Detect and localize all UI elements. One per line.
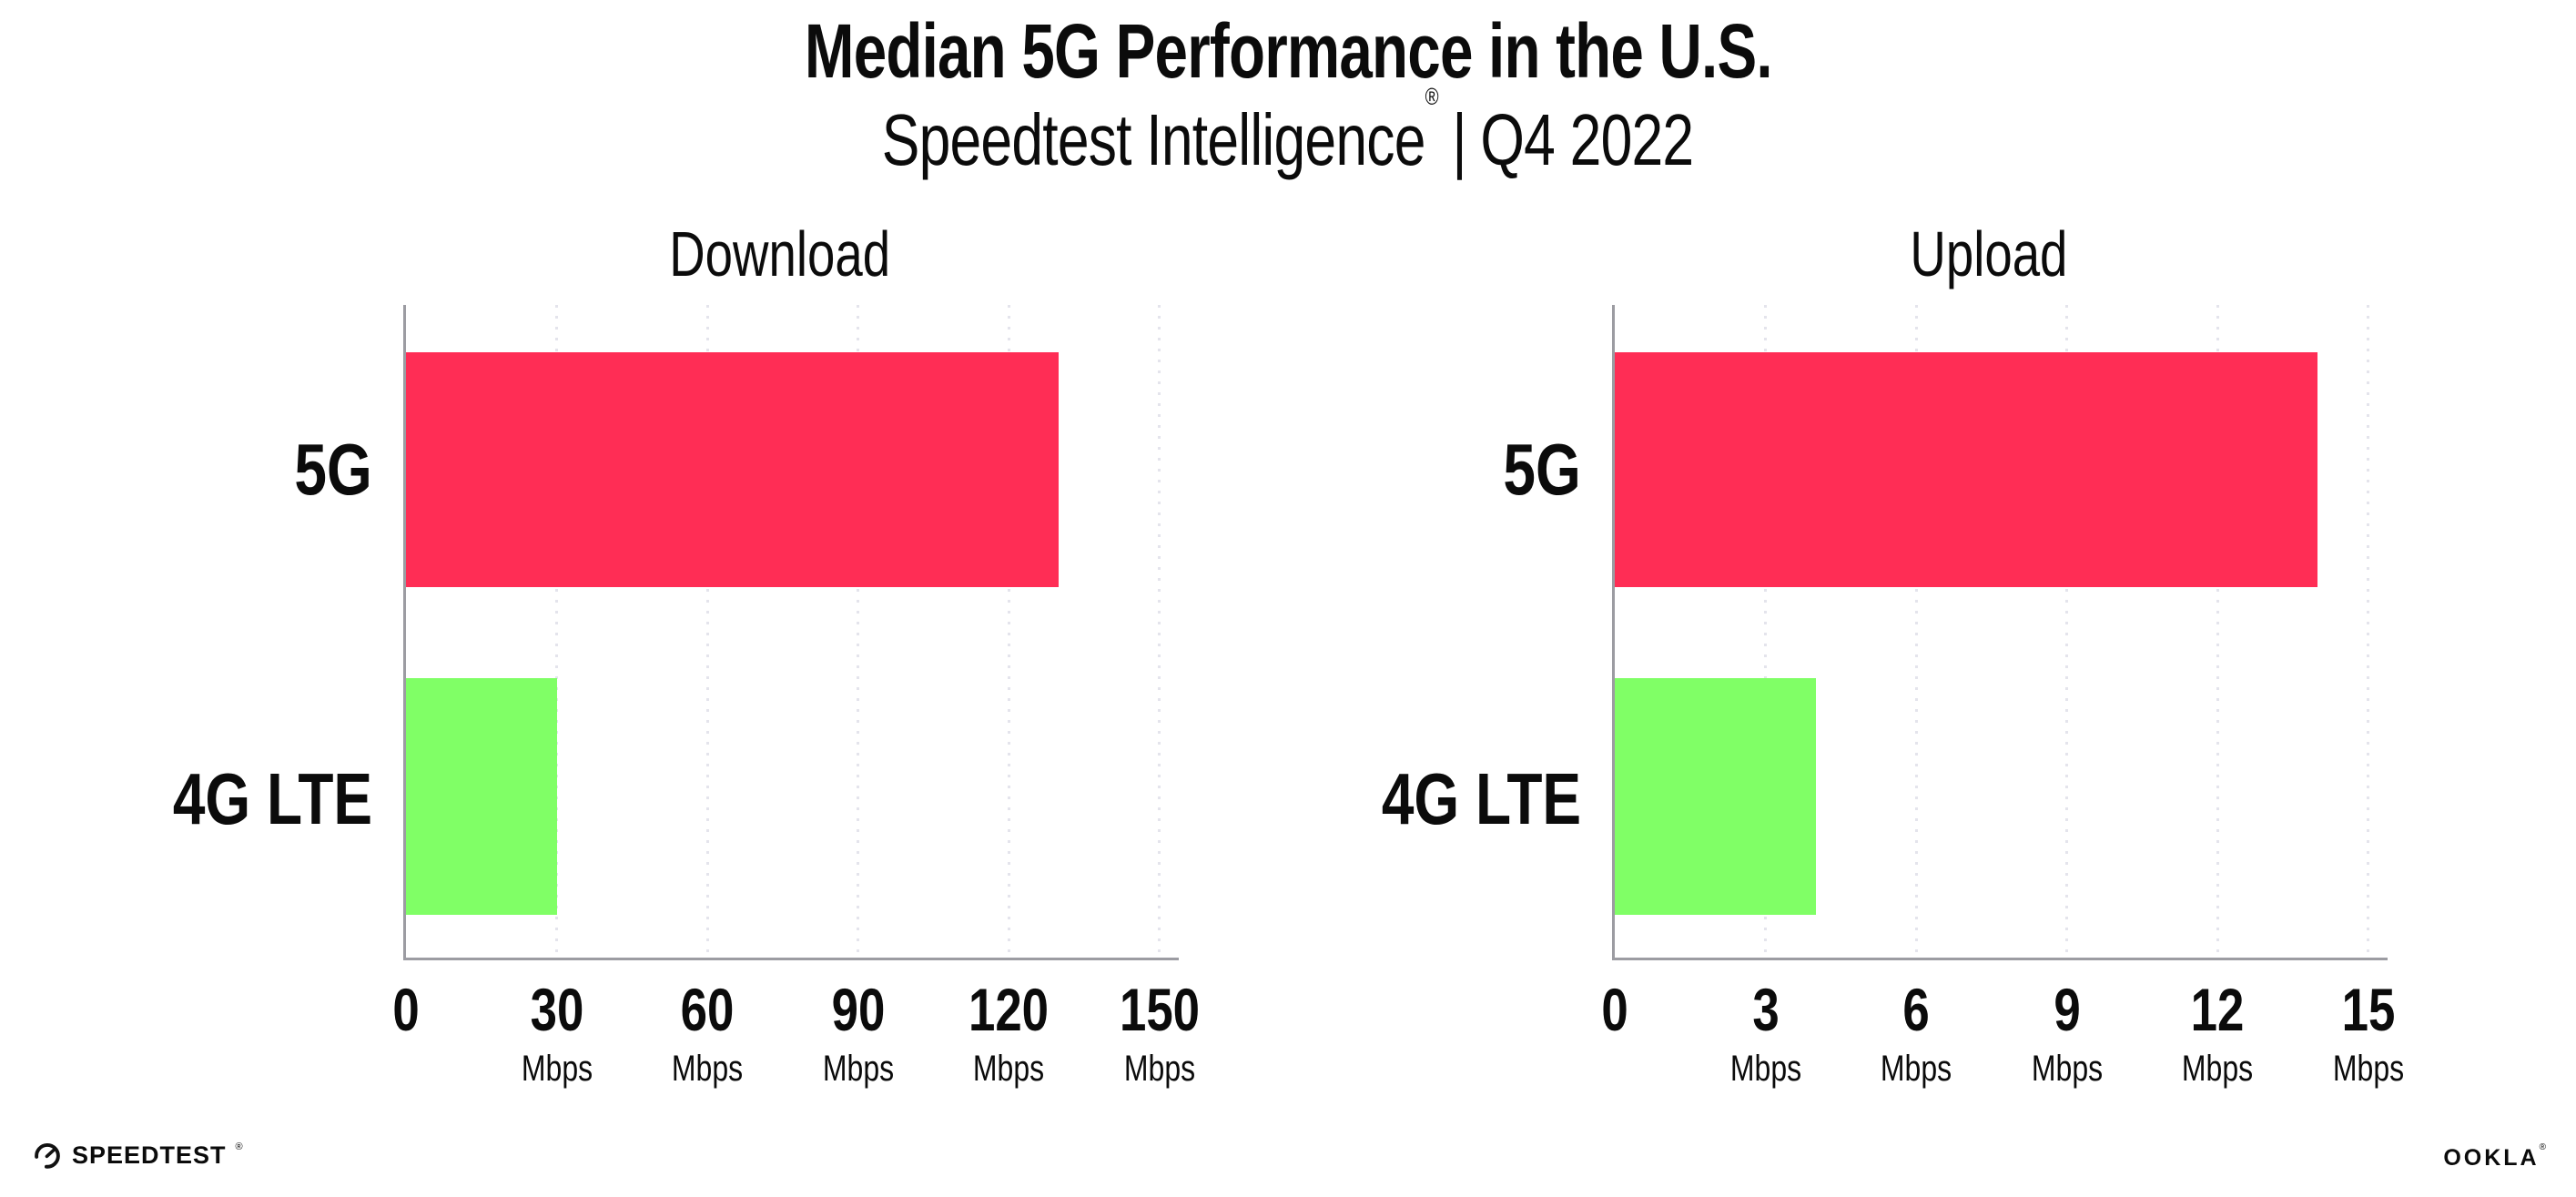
x-tick-unit: Mbps <box>671 1049 744 1089</box>
category-label-4g-lte: 4G LTE <box>1381 757 1581 839</box>
gridline-15 <box>2367 305 2369 958</box>
x-tick-9: 9 Mbps <box>2031 979 2102 1087</box>
x-tick-12: 12 Mbps <box>2182 979 2253 1087</box>
gridline-120 <box>1007 305 1010 958</box>
download-chart: Download 0 30 Mbps 60 Mbps 90 Mbps 120 Mbps 150 Mb… <box>173 218 1200 1087</box>
speedtest-logo: SPEEDTEST ® <box>32 1140 243 1171</box>
ookla-wordmark: OOKLA <box>2443 1145 2540 1171</box>
x-tick-unit: Mbps <box>2031 1049 2103 1089</box>
gridline-90 <box>857 305 859 958</box>
subtitle-period: Q4 2022 <box>1480 99 1695 180</box>
bar-4g-lte-download <box>406 678 557 916</box>
x-tick-value: 150 <box>1119 976 1200 1043</box>
x-tick-value: 90 <box>831 976 885 1043</box>
page-title-text: Median 5G Performance in the U.S. <box>804 8 1773 94</box>
speedtest-gauge-icon <box>35 1143 60 1169</box>
x-tick-unit: Mbps <box>822 1049 894 1089</box>
speedtest-wordmark: SPEEDTEST <box>72 1141 227 1169</box>
page-title: Median 5G Performance in the U.S. <box>0 7 2576 96</box>
x-tick-unit: Mbps <box>1123 1049 1195 1089</box>
download-plot-area: 0 30 Mbps 60 Mbps 90 Mbps 120 Mbps 150 Mbps <box>392 305 1200 1087</box>
x-tick-value: 0 <box>392 976 420 1043</box>
download-chart-title: Download <box>669 218 891 289</box>
gridline-30 <box>555 305 558 958</box>
x-tick-value: 12 <box>2190 976 2245 1043</box>
gridline-3 <box>1764 305 1767 958</box>
x-tick-value: 6 <box>1902 976 1930 1043</box>
subtitle-separator: | <box>1452 99 1467 180</box>
gridline-12 <box>2216 305 2219 958</box>
x-tick-value: 120 <box>968 976 1050 1043</box>
gridline-150 <box>1158 305 1161 958</box>
category-label-5g: 5G <box>294 429 372 511</box>
ookla-registered-icon: ® <box>2539 1141 2546 1152</box>
page-subtitle-text: Speedtest Intelligence® | Q4 2022 <box>882 83 1695 182</box>
x-tick-90: 90 Mbps <box>822 979 893 1087</box>
x-tick-value: 30 <box>530 976 583 1043</box>
bar-4g-lte-upload <box>1615 678 1816 916</box>
bar-5g-download <box>406 351 1060 587</box>
bar-5g-upload <box>1615 351 2318 587</box>
x-tick-unit: Mbps <box>972 1049 1045 1089</box>
x-tick-6: 6 Mbps <box>1881 979 1952 1087</box>
x-tick-150: 150 Mbps <box>1119 979 1199 1087</box>
x-tick-value: 0 <box>1601 976 1628 1043</box>
gridline-9 <box>2065 305 2068 958</box>
category-label-4g-lte: 4G LTE <box>172 757 372 839</box>
subtitle-brand: Speedtest Intelligence <box>882 99 1426 180</box>
speedtest-registered-icon: ® <box>235 1141 243 1152</box>
page-subtitle: Speedtest Intelligence® | Q4 2022 <box>0 83 2576 182</box>
x-tick-unit: Mbps <box>1729 1049 1801 1089</box>
x-tick-3: 3 Mbps <box>1729 979 1800 1087</box>
x-tick-30: 30 Mbps <box>521 979 592 1087</box>
upload-chart: Upload 0 3 Mbps 6 Mbps 9 Mbps 12 Mbps 15 Mbps 5G 4G… <box>1382 218 2404 1087</box>
x-tick-unit: Mbps <box>521 1049 593 1089</box>
x-tick-120: 120 Mbps <box>969 979 1049 1087</box>
x-tick-0: 0 <box>1601 979 1628 1050</box>
x-tick-value: 15 <box>2341 976 2395 1043</box>
x-tick-unit: Mbps <box>1880 1049 1952 1089</box>
ookla-logo: OOKLA® <box>2443 1141 2546 1172</box>
x-tick-unit: Mbps <box>2181 1049 2254 1089</box>
category-label-5g: 5G <box>1503 429 1581 511</box>
x-tick-0: 0 <box>392 979 419 1050</box>
x-tick-value: 9 <box>2053 976 2081 1043</box>
upload-chart-title: Upload <box>1910 218 2068 289</box>
x-tick-60: 60 Mbps <box>672 979 743 1087</box>
x-tick-unit: Mbps <box>2332 1049 2404 1089</box>
upload-plot-area: 0 3 Mbps 6 Mbps 9 Mbps 12 Mbps 15 Mbps <box>1601 305 2404 1087</box>
registered-mark-icon: ® <box>1425 83 1439 111</box>
gridline-6 <box>1914 305 1918 958</box>
x-tick-value: 60 <box>680 976 735 1043</box>
x-tick-15: 15 Mbps <box>2332 979 2403 1087</box>
gridline-60 <box>705 305 709 958</box>
x-tick-value: 3 <box>1751 976 1780 1043</box>
